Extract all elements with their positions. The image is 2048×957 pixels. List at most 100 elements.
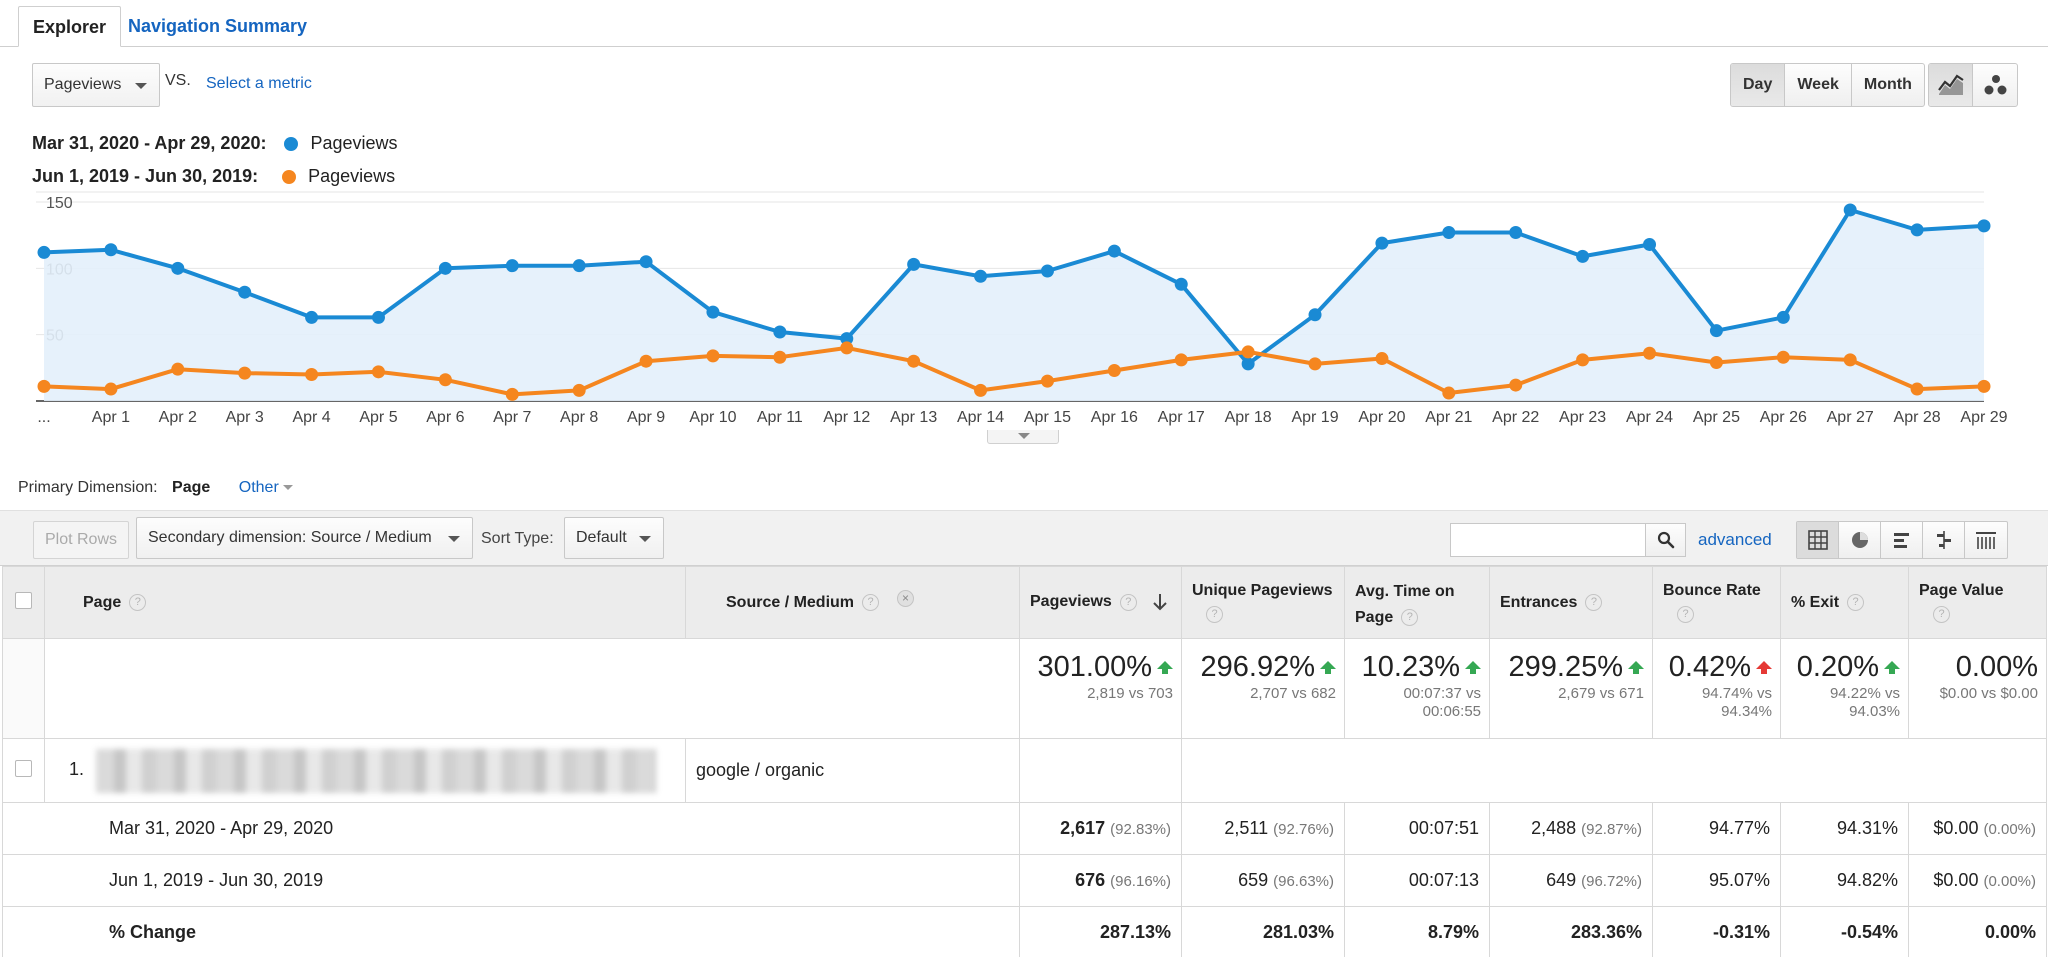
line-chart-button[interactable] (1929, 64, 1973, 106)
data-point-previous (371, 365, 385, 379)
previous-pageviews-pct: (96.16%) (1110, 873, 1171, 890)
previous-value: $0.00 (1933, 870, 1979, 890)
day-button[interactable]: Day (1731, 64, 1786, 106)
data-point-current (1375, 236, 1389, 250)
col-header-pageviews[interactable]: Pageviews? (1019, 566, 1182, 639)
x-tick-label: Apr 13 (890, 409, 937, 426)
comparison-view-button[interactable] (1923, 522, 1965, 558)
help-icon[interactable]: ? (1401, 609, 1419, 627)
current-entrances-pct: (92.87%) (1581, 821, 1642, 838)
col-header-bounce-rate-label: Bounce Rate (1663, 582, 1761, 599)
summary-exit: 0.20% 94.22% vs 94.03% (1780, 638, 1909, 739)
plot-rows-button[interactable]: Plot Rows (33, 521, 129, 559)
tab-navigation-summary[interactable]: Navigation Summary (128, 16, 308, 36)
percentage-view-button[interactable] (1839, 522, 1881, 558)
series-line-previous (43, 345, 1985, 397)
primary-dimension-other[interactable]: Other (239, 479, 293, 496)
remove-dimension-icon[interactable]: × (897, 589, 915, 607)
legend-row-current: Mar 31, 2020 - Apr 29, 2020: Pageviews (32, 133, 398, 154)
col-header-unique-pageviews[interactable]: Unique Pageviews? (1181, 566, 1345, 639)
previous-unique-cell: 659 (96.63%) (1181, 854, 1345, 907)
secondary-dimension-dropdown[interactable]: Secondary dimension: Source / Medium (136, 517, 473, 559)
week-button[interactable]: Week (1785, 64, 1852, 106)
help-icon[interactable]: ? (1677, 606, 1694, 624)
col-header-bounce-rate[interactable]: Bounce Rate? (1652, 566, 1781, 639)
pivot-view-button[interactable] (1965, 522, 2007, 558)
current-range-label: Mar 31, 2020 - Apr 29, 2020 (2, 802, 1020, 855)
help-icon[interactable]: ? (1933, 606, 1950, 624)
data-view-button[interactable] (1797, 522, 1839, 558)
data-point-current (974, 269, 988, 283)
col-header-page-label: Page (83, 593, 122, 611)
previous-avg-time: 00:07:13 (1344, 854, 1490, 907)
col-header-page-value[interactable]: Page Value? (1908, 566, 2047, 639)
select-metric-link[interactable]: Select a metric (206, 75, 312, 92)
table-row[interactable]: 1. google / organic (2, 738, 2047, 803)
col-header-page[interactable]: Page? (44, 566, 686, 639)
chart-resize-handle[interactable] (987, 430, 1059, 444)
data-point-current (305, 310, 319, 324)
summary-page-value-value: 0.00% (1955, 651, 2038, 683)
data-point-previous (171, 362, 185, 376)
data-point-current (572, 259, 586, 273)
motion-chart-button[interactable] (1973, 64, 2017, 106)
row-source-medium[interactable]: google / organic (685, 738, 1020, 803)
row-index: 1. (69, 759, 85, 780)
help-icon[interactable]: ? (1206, 606, 1223, 624)
help-icon[interactable]: ? (1119, 593, 1137, 611)
row-checkbox[interactable] (15, 759, 32, 777)
help-icon[interactable]: ? (129, 593, 147, 611)
col-header-avg-time-label: Avg. Time on Page (1355, 583, 1455, 626)
data-point-current (104, 243, 118, 257)
data-point-current (1910, 223, 1924, 237)
legend-range-previous: Jun 1, 2019 - Jun 30, 2019: (32, 166, 259, 186)
help-icon[interactable]: ? (1847, 593, 1865, 611)
x-tick-label: Apr 10 (689, 409, 736, 426)
chevron-down-icon (135, 83, 147, 89)
summary-page-value: 0.00% $0.00 vs $0.00 (1908, 638, 2047, 739)
summary-row: 301.00% 2,819 vs 703 296.92% 2,707 vs 682 … (2, 638, 2047, 739)
data-point-previous (572, 383, 586, 397)
select-all-checkbox[interactable] (15, 591, 32, 609)
x-tick-label: Apr 2 (159, 409, 197, 426)
x-tick-label: Apr 20 (1358, 409, 1405, 426)
tab-explorer[interactable]: Explorer (18, 6, 122, 47)
data-point-previous (1709, 356, 1723, 370)
sort-descending-icon[interactable] (1153, 593, 1167, 611)
arrow-up-icon (1884, 661, 1900, 675)
x-tick-label: Apr 5 (359, 409, 397, 426)
primary-dimension-page[interactable]: Page (172, 479, 211, 496)
col-header-avg-time[interactable]: Avg. Time on Page? (1344, 566, 1490, 639)
legend-metric-current: Pageviews (310, 133, 398, 153)
x-tick-label: Apr 17 (1158, 409, 1205, 426)
previous-entrances-pct: (96.72%) (1581, 873, 1642, 890)
advanced-filter-link[interactable]: advanced (1698, 530, 1772, 549)
legend-range-current: Mar 31, 2020 - Apr 29, 2020: (32, 133, 267, 153)
x-tick-label: Apr 16 (1091, 409, 1138, 426)
col-header-entrances[interactable]: Entrances? (1489, 566, 1653, 639)
help-icon[interactable]: ? (862, 593, 880, 611)
change-pageviews: 287.13% (1019, 906, 1182, 957)
data-point-previous (840, 341, 854, 355)
data-point-current (171, 261, 185, 275)
redacted-page-path[interactable] (96, 748, 657, 793)
current-pageviews-pct: (92.83%) (1110, 821, 1171, 838)
x-tick-label: Apr 4 (292, 409, 330, 426)
help-icon[interactable]: ? (1585, 593, 1603, 611)
sort-type-dropdown[interactable]: Default (564, 517, 664, 559)
data-point-current (1107, 244, 1121, 258)
table-search-input[interactable] (1450, 523, 1646, 557)
line-chart-icon (1937, 74, 1964, 95)
metric-dropdown[interactable]: Pageviews (32, 63, 160, 107)
col-header-exit[interactable]: % Exit? (1780, 566, 1909, 639)
summary-pageviews: 301.00% 2,819 vs 703 (1019, 638, 1182, 739)
x-tick-label: Apr 7 (493, 409, 531, 426)
x-tick-label: Apr 8 (560, 409, 598, 426)
month-button[interactable]: Month (1863, 76, 1912, 93)
previous-exit: 94.82% (1780, 854, 1909, 907)
data-point-previous (305, 367, 319, 381)
search-button[interactable] (1646, 523, 1686, 557)
performance-view-button[interactable] (1881, 522, 1923, 558)
col-header-source-medium[interactable]: Source / Medium? × (685, 566, 1020, 639)
